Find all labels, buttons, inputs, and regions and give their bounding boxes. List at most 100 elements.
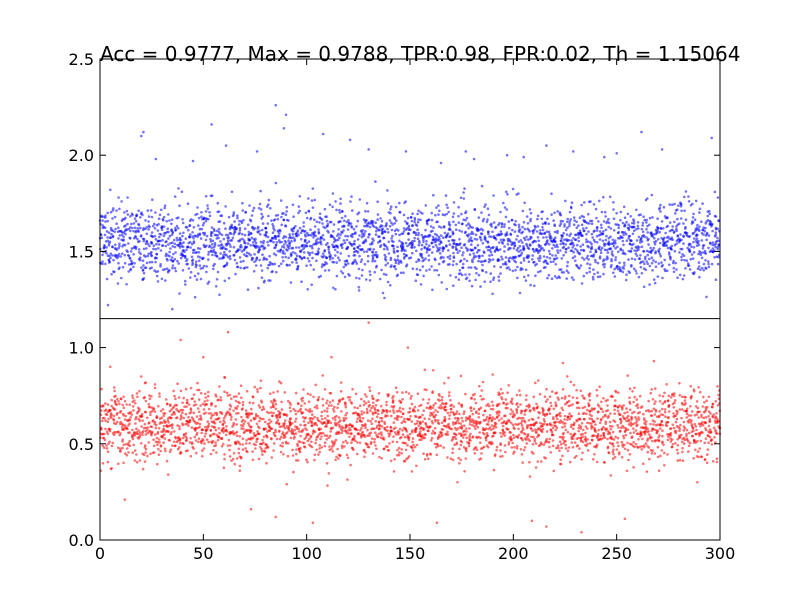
blue-data-point [138, 256, 142, 260]
red-data-point [257, 457, 261, 461]
blue-data-point [309, 234, 313, 237]
blue-data-point [579, 232, 583, 235]
blue-data-point [464, 273, 467, 276]
blue-data-point [338, 208, 341, 212]
blue-data-point [457, 278, 461, 281]
red-data-point [348, 435, 351, 439]
blue-data-point [624, 252, 627, 256]
blue-data-point [219, 252, 222, 255]
blue-data-point [149, 252, 152, 255]
red-data-point [223, 453, 226, 456]
blue-data-point [429, 230, 433, 233]
blue-data-point [516, 246, 520, 250]
red-data-point [294, 412, 298, 416]
blue-data-point [276, 217, 280, 221]
blue-data-point [471, 258, 474, 262]
blue-data-point [170, 222, 173, 226]
blue-data-point [684, 190, 688, 193]
blue-data-point [182, 249, 185, 252]
red-data-point [320, 410, 324, 414]
blue-data-point [459, 196, 463, 200]
blue-data-point [181, 269, 185, 272]
blue-data-point [539, 257, 542, 260]
red-data-point [498, 392, 502, 396]
blue-data-point [526, 246, 530, 250]
red-data-point [356, 428, 359, 432]
red-data-point [479, 441, 482, 445]
blue-data-point [508, 226, 511, 230]
blue-data-point [608, 195, 612, 199]
blue-data-point [120, 200, 123, 203]
blue-data-point [678, 273, 682, 277]
blue-data-point [666, 224, 670, 228]
red-data-point [105, 444, 108, 447]
red-data-point [304, 416, 307, 420]
blue-data-point [120, 252, 124, 255]
blue-data-point [441, 213, 445, 216]
red-data-point [203, 442, 206, 445]
blue-data-point [398, 201, 401, 205]
blue-data-point [394, 261, 398, 265]
blue-data-point [696, 233, 699, 237]
red-data-point [150, 433, 153, 437]
red-data-point [171, 406, 175, 410]
blue-data-point [169, 247, 172, 250]
red-data-point [487, 417, 491, 421]
red-data-point [269, 411, 273, 414]
red-data-point [351, 447, 355, 450]
red-data-point [219, 437, 222, 440]
blue-data-point [246, 288, 250, 292]
red-data-point [209, 416, 213, 420]
blue-data-point [332, 245, 336, 249]
blue-data-point [368, 248, 372, 252]
red-data-point [329, 434, 332, 438]
blue-data-point [572, 150, 575, 153]
blue-data-point [600, 226, 603, 229]
blue-data-point [124, 232, 127, 236]
red-data-point [123, 424, 127, 427]
red-data-point [272, 442, 276, 445]
blue-data-point [341, 272, 345, 275]
red-data-point [250, 429, 253, 433]
blue-data-point [692, 246, 696, 249]
blue-data-point [353, 239, 356, 243]
blue-data-point [167, 243, 170, 246]
blue-data-point [499, 210, 502, 214]
blue-data-point [201, 257, 204, 261]
blue-data-point [630, 257, 634, 261]
blue-data-point [415, 267, 419, 271]
red-data-point [344, 403, 347, 407]
red-data-point [375, 447, 378, 451]
blue-data-point [523, 227, 527, 231]
blue-data-point [497, 275, 501, 279]
blue-data-point [134, 236, 138, 239]
red-data-point [125, 403, 128, 406]
blue-data-point [129, 250, 133, 253]
blue-data-point [676, 234, 679, 238]
red-data-point [125, 454, 129, 457]
red-data-point [385, 403, 388, 407]
blue-data-point [698, 207, 702, 211]
red-data-point [176, 382, 179, 386]
red-data-point [191, 417, 195, 421]
blue-data-point [109, 236, 112, 239]
blue-data-point [545, 240, 548, 243]
red-data-point [376, 412, 380, 416]
blue-data-point [203, 245, 206, 248]
blue-data-point [333, 248, 337, 252]
red-data-point [262, 435, 266, 439]
blue-data-point [675, 229, 678, 233]
red-data-point [331, 426, 335, 430]
red-data-point [197, 388, 201, 392]
red-data-point [232, 409, 235, 412]
blue-data-point [531, 254, 534, 257]
blue-data-point [432, 245, 435, 249]
red-data-point [424, 433, 427, 436]
blue-data-point [302, 225, 306, 228]
blue-data-point [160, 277, 164, 281]
blue-data-point [559, 249, 562, 252]
blue-data-point [577, 224, 580, 227]
red-data-point [321, 374, 325, 377]
blue-data-point [707, 262, 710, 266]
red-data-point [237, 451, 241, 455]
